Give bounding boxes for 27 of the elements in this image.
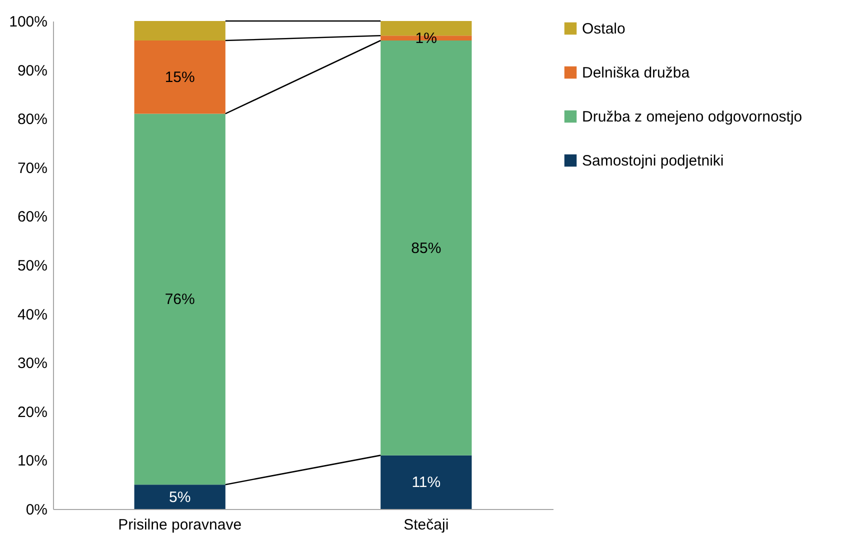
bar — [134, 21, 226, 41]
legend-label: Ostalo — [582, 20, 626, 38]
bar — [134, 114, 226, 485]
y-tick-label: 90% — [17, 62, 48, 80]
y-tick-label: 100% — [9, 14, 48, 30]
y-tick-label: 0% — [26, 502, 48, 518]
x-tick-label: Stečaji — [404, 516, 449, 534]
legend-label: Družba z omejeno odgovornostjo — [582, 108, 802, 126]
data-label: 76% — [164, 291, 195, 308]
bar — [134, 484, 226, 509]
bar — [380, 455, 472, 509]
y-tick-label: 50% — [17, 258, 48, 274]
data-label: 11% — [412, 474, 441, 492]
data-label: 85% — [411, 240, 442, 257]
legend-label: Delniška družba — [582, 64, 690, 82]
y-tick-label: 70% — [17, 160, 48, 177]
data-label: 5% — [169, 488, 191, 506]
x-tick-label: Prisilne poravnave — [118, 516, 242, 534]
y-tick-label: 40% — [17, 306, 48, 324]
legend-label: Samostojni podjetniki — [582, 152, 724, 170]
y-tick-label: 20% — [17, 404, 48, 421]
bar — [134, 40, 226, 114]
y-tick-label: 10% — [17, 452, 48, 470]
y-tick-label: 30% — [17, 355, 48, 372]
y-tick-label: 80% — [17, 111, 48, 128]
y-tick-label: 60% — [17, 208, 48, 226]
data-label: 15% — [164, 69, 195, 86]
